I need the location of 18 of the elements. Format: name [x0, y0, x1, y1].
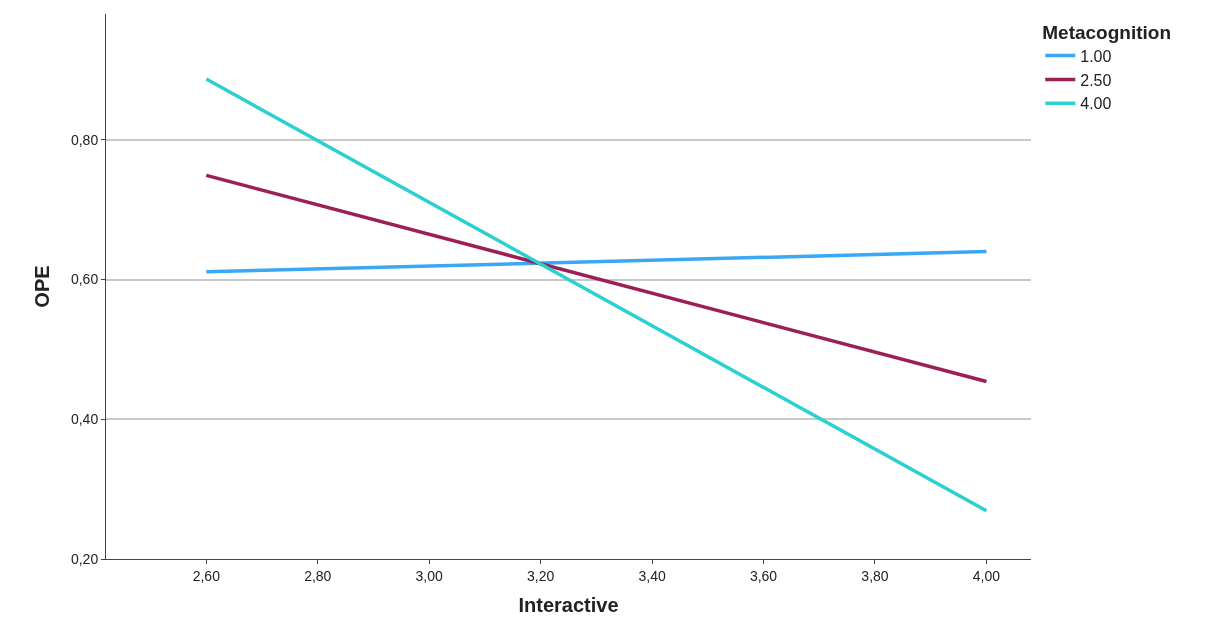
x-tick-label: 2,60 — [192, 567, 221, 584]
legend-title: Metacognition — [1042, 21, 1172, 43]
y-tick-label: 0,20 — [70, 550, 99, 567]
x-tick-label: 3,60 — [749, 567, 778, 584]
x-tick-label: 2,80 — [304, 567, 332, 584]
legend-label: 4.00 — [1080, 95, 1112, 113]
x-axis-title: Interactive — [518, 594, 619, 617]
y-tick-label: 0,80 — [70, 131, 99, 148]
legend-label: 1.00 — [1080, 47, 1112, 65]
x-tick-label: 3,80 — [861, 567, 889, 584]
y-axis-title: OPE — [31, 265, 54, 308]
x-tick-label: 3,40 — [638, 567, 666, 584]
x-tick-label: 3,20 — [527, 567, 555, 584]
x-tick-label: 3,00 — [415, 567, 444, 584]
x-tick-label: 4,00 — [972, 567, 1001, 584]
y-tick-label: 0,60 — [70, 271, 99, 288]
legend-label: 2.50 — [1080, 71, 1112, 89]
y-tick-label: 0,40 — [70, 411, 99, 428]
